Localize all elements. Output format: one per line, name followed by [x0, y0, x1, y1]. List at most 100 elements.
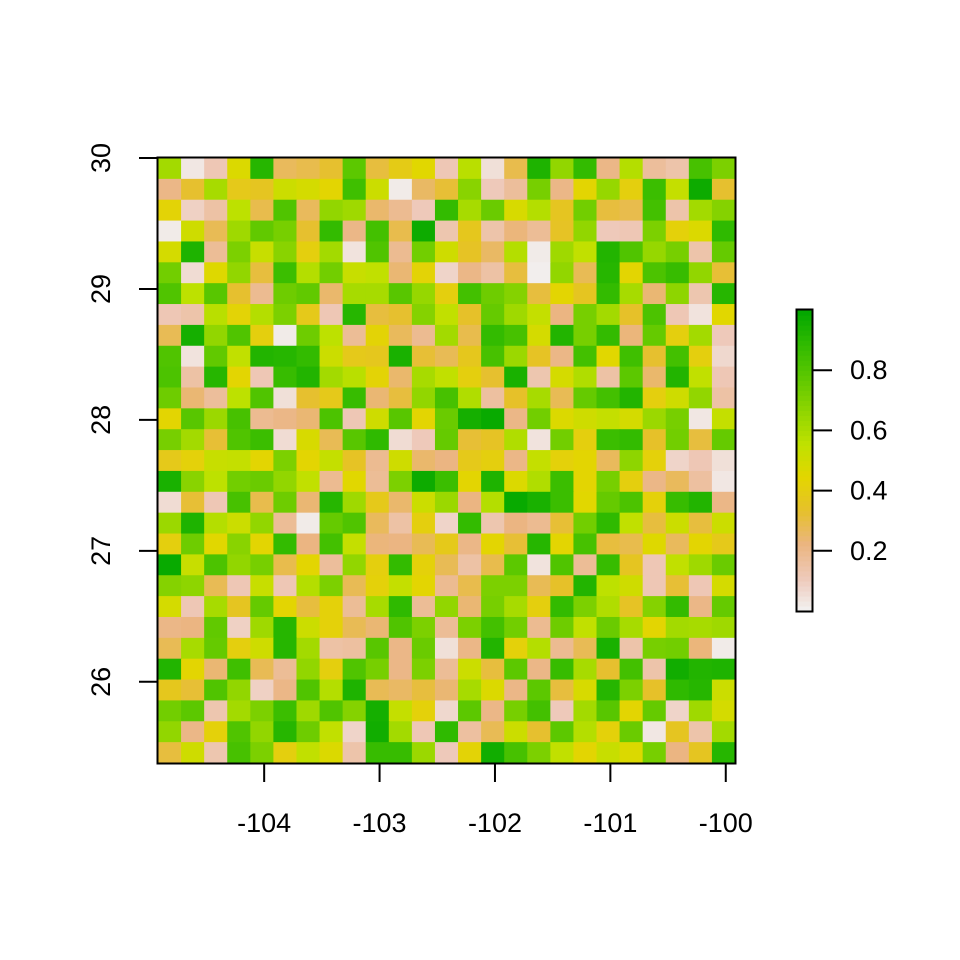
raster-cell — [665, 533, 690, 555]
raster-cell — [642, 554, 667, 576]
legend-color-step — [797, 570, 812, 577]
raster-cell — [250, 220, 274, 243]
raster-cell — [711, 345, 736, 368]
raster-cell — [411, 533, 436, 555]
legend-color-step — [797, 575, 812, 582]
raster-cell — [388, 700, 413, 722]
raster-cell — [434, 616, 459, 639]
raster-cell — [158, 742, 182, 764]
raster-cell — [158, 178, 182, 201]
raster-cell — [296, 533, 321, 555]
raster-cell — [158, 304, 182, 326]
raster-cell — [504, 158, 528, 180]
raster-cell — [181, 408, 205, 430]
raster-cell — [504, 304, 528, 326]
raster-cell — [573, 596, 598, 618]
raster-cell — [596, 470, 621, 493]
raster-cell — [388, 721, 413, 743]
raster-cell — [573, 637, 598, 660]
raster-cell — [504, 408, 528, 430]
raster-cell — [388, 554, 413, 576]
raster-cell — [319, 324, 344, 347]
raster-cell — [642, 283, 667, 305]
raster-cell — [596, 658, 621, 681]
raster-cell — [527, 241, 551, 263]
raster-cell — [365, 283, 390, 305]
raster-cell — [411, 324, 436, 347]
raster-cell — [688, 178, 713, 201]
raster-cell — [250, 366, 274, 389]
raster-cell — [527, 429, 551, 451]
raster-cell — [204, 366, 228, 389]
raster-cell — [319, 554, 344, 576]
raster-cell — [181, 658, 205, 681]
raster-cell — [342, 220, 367, 243]
x-tick-label: -104 — [237, 808, 291, 838]
raster-cell — [550, 387, 575, 409]
raster-cell — [411, 304, 436, 326]
raster-cell — [158, 470, 182, 493]
raster-cell — [250, 199, 274, 222]
legend-color-step — [797, 370, 812, 376]
raster-cell — [665, 679, 690, 702]
raster-cell — [181, 700, 205, 722]
raster-cell — [573, 178, 598, 201]
raster-cell — [619, 199, 644, 222]
raster-cell — [550, 241, 575, 263]
raster-cell — [642, 262, 667, 284]
raster-cell — [573, 387, 598, 409]
raster-cell — [642, 158, 667, 180]
raster-cell — [181, 554, 205, 576]
raster-cell — [181, 345, 205, 368]
raster-cell — [296, 742, 321, 764]
raster-cell — [319, 721, 344, 743]
raster-cell — [319, 470, 344, 493]
raster-cell — [688, 345, 713, 368]
raster-cell — [296, 304, 321, 326]
raster-cell — [434, 554, 459, 576]
raster-cell — [342, 324, 367, 347]
raster-cell — [527, 512, 551, 535]
raster-cell — [481, 450, 505, 472]
raster-cell — [527, 345, 551, 368]
raster-cell — [273, 512, 298, 535]
raster-cell — [411, 345, 436, 368]
raster-cell — [250, 324, 274, 347]
legend-color-step — [797, 525, 812, 532]
raster-cell — [596, 178, 621, 201]
raster-cell — [227, 596, 251, 618]
raster-cell — [434, 241, 459, 263]
raster-cell — [388, 512, 413, 535]
raster-cell — [250, 408, 274, 430]
raster-cell — [642, 324, 667, 347]
raster-cell — [319, 387, 344, 409]
raster-cell — [550, 637, 575, 660]
raster-cell — [596, 429, 621, 451]
raster-cell — [158, 575, 182, 597]
raster-cell — [665, 616, 690, 639]
raster-cell — [434, 533, 459, 555]
raster-cell — [573, 241, 598, 263]
raster-cell — [481, 575, 505, 597]
raster-cell — [550, 596, 575, 618]
raster-cell — [527, 387, 551, 409]
raster-cell — [204, 283, 228, 305]
raster-cell — [481, 199, 505, 222]
raster-cell — [527, 637, 551, 660]
raster-cell — [596, 616, 621, 639]
raster-cell — [342, 199, 367, 222]
raster-cell — [711, 199, 736, 222]
raster-cell — [411, 220, 436, 243]
raster-cell — [411, 742, 436, 764]
raster-cell — [434, 262, 459, 284]
raster-cell — [573, 512, 598, 535]
raster-cell — [711, 158, 736, 180]
raster-cell — [504, 199, 528, 222]
raster-cell — [227, 616, 251, 639]
raster-cell — [273, 366, 298, 389]
raster-cell — [296, 512, 321, 535]
raster-cell — [204, 241, 228, 263]
raster-cell — [688, 700, 713, 722]
raster-cell — [411, 387, 436, 409]
raster-cell — [711, 679, 736, 702]
